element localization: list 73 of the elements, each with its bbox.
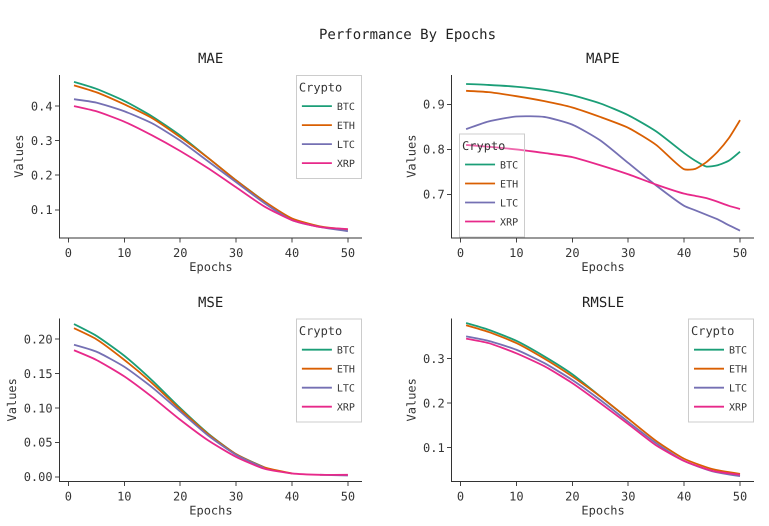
y-tick-label: 0.20	[24, 332, 53, 346]
x-tick-label: 20	[172, 489, 188, 504]
x-tick-label: 10	[509, 246, 524, 260]
x-tick-label: 20	[565, 489, 580, 504]
x-axis-title: Epochs	[581, 260, 625, 274]
x-tick-label: 0	[456, 246, 464, 260]
x-tick-label: 0	[64, 246, 72, 260]
x-tick-label: 20	[565, 246, 580, 260]
x-tick-label: 50	[732, 246, 748, 260]
legend-label: BTC	[336, 346, 355, 357]
x-tick-label: 40	[284, 489, 300, 504]
y-tick-label: 0.2	[423, 396, 445, 410]
x-axis-title: Epochs	[581, 503, 625, 518]
x-tick-label: 40	[676, 489, 692, 504]
chart-title: MAPE	[586, 51, 620, 67]
legend-label: ETH	[336, 121, 355, 132]
text: Performance By Epochs	[319, 27, 496, 43]
legend-label: XRP	[336, 402, 355, 414]
legend-label: LTC	[729, 384, 748, 395]
legend-label: BTC	[500, 160, 518, 172]
legend-label: ETH	[336, 364, 355, 376]
chart-title: MSE	[198, 295, 224, 311]
legend-label: BTC	[336, 102, 355, 113]
x-tick-label: 30	[620, 489, 636, 504]
legend-label: XRP	[729, 402, 748, 414]
x-axis-title: Epochs	[189, 260, 233, 274]
y-tick-label: 0.1	[30, 202, 53, 217]
y-tick-label: 0.4	[30, 99, 53, 114]
y-tick-label: 0.1	[423, 440, 445, 455]
x-tick-label: 0	[456, 489, 464, 504]
chart-title: RMSLE	[582, 295, 624, 311]
legend-label: ETH	[500, 179, 518, 190]
chart-title: MAE	[198, 51, 224, 67]
x-tick-label: 10	[509, 489, 524, 504]
y-axis-title: Values	[4, 378, 19, 422]
y-axis-title: Values	[404, 378, 418, 422]
y-tick-label: 0.8	[423, 142, 445, 157]
legend-label: BTC	[729, 346, 748, 357]
legend-label: XRP	[500, 217, 518, 228]
y-tick-label: 0.2	[30, 168, 53, 182]
x-tick-label: 30	[228, 489, 244, 504]
legend-title: Crypto	[298, 80, 342, 95]
legend-title: Crypto	[691, 324, 734, 338]
x-tick-label: 20	[172, 246, 188, 260]
y-axis-title: Values	[404, 134, 418, 178]
legend-label: LTC	[336, 384, 355, 395]
y-axis-title: Values	[12, 134, 26, 178]
x-tick-label: 40	[284, 246, 300, 260]
legend-label: XRP	[336, 159, 355, 170]
x-tick-label: 30	[620, 246, 636, 260]
y-tick-label: 0.05	[24, 436, 53, 450]
x-axis-title: Epochs	[189, 503, 233, 518]
x-tick-label: 0	[64, 489, 72, 504]
x-tick-label: 40	[676, 246, 692, 260]
legend-label: LTC	[500, 198, 518, 210]
y-tick-label: 0.15	[24, 366, 53, 381]
y-tick-label: 0.3	[423, 352, 445, 366]
legend-title: Crypto	[298, 324, 342, 338]
line-series	[73, 323, 265, 468]
line-series	[73, 327, 293, 474]
x-tick-label: 10	[117, 489, 132, 504]
y-tick-label: 0.9	[423, 98, 445, 112]
legend-label: LTC	[336, 140, 355, 151]
x-tick-label: 30	[228, 246, 244, 260]
x-tick-label: 50	[340, 489, 356, 504]
legend-label: ETH	[729, 364, 748, 376]
x-tick-label: 50	[340, 246, 356, 260]
y-tick-label: 0.7	[423, 188, 445, 202]
x-tick-label: 10	[117, 246, 132, 260]
y-tick-label: 0.00	[24, 470, 53, 484]
x-tick-label: 50	[732, 489, 748, 504]
y-tick-label: 0.3	[30, 134, 53, 148]
y-tick-label: 0.10	[24, 401, 53, 416]
